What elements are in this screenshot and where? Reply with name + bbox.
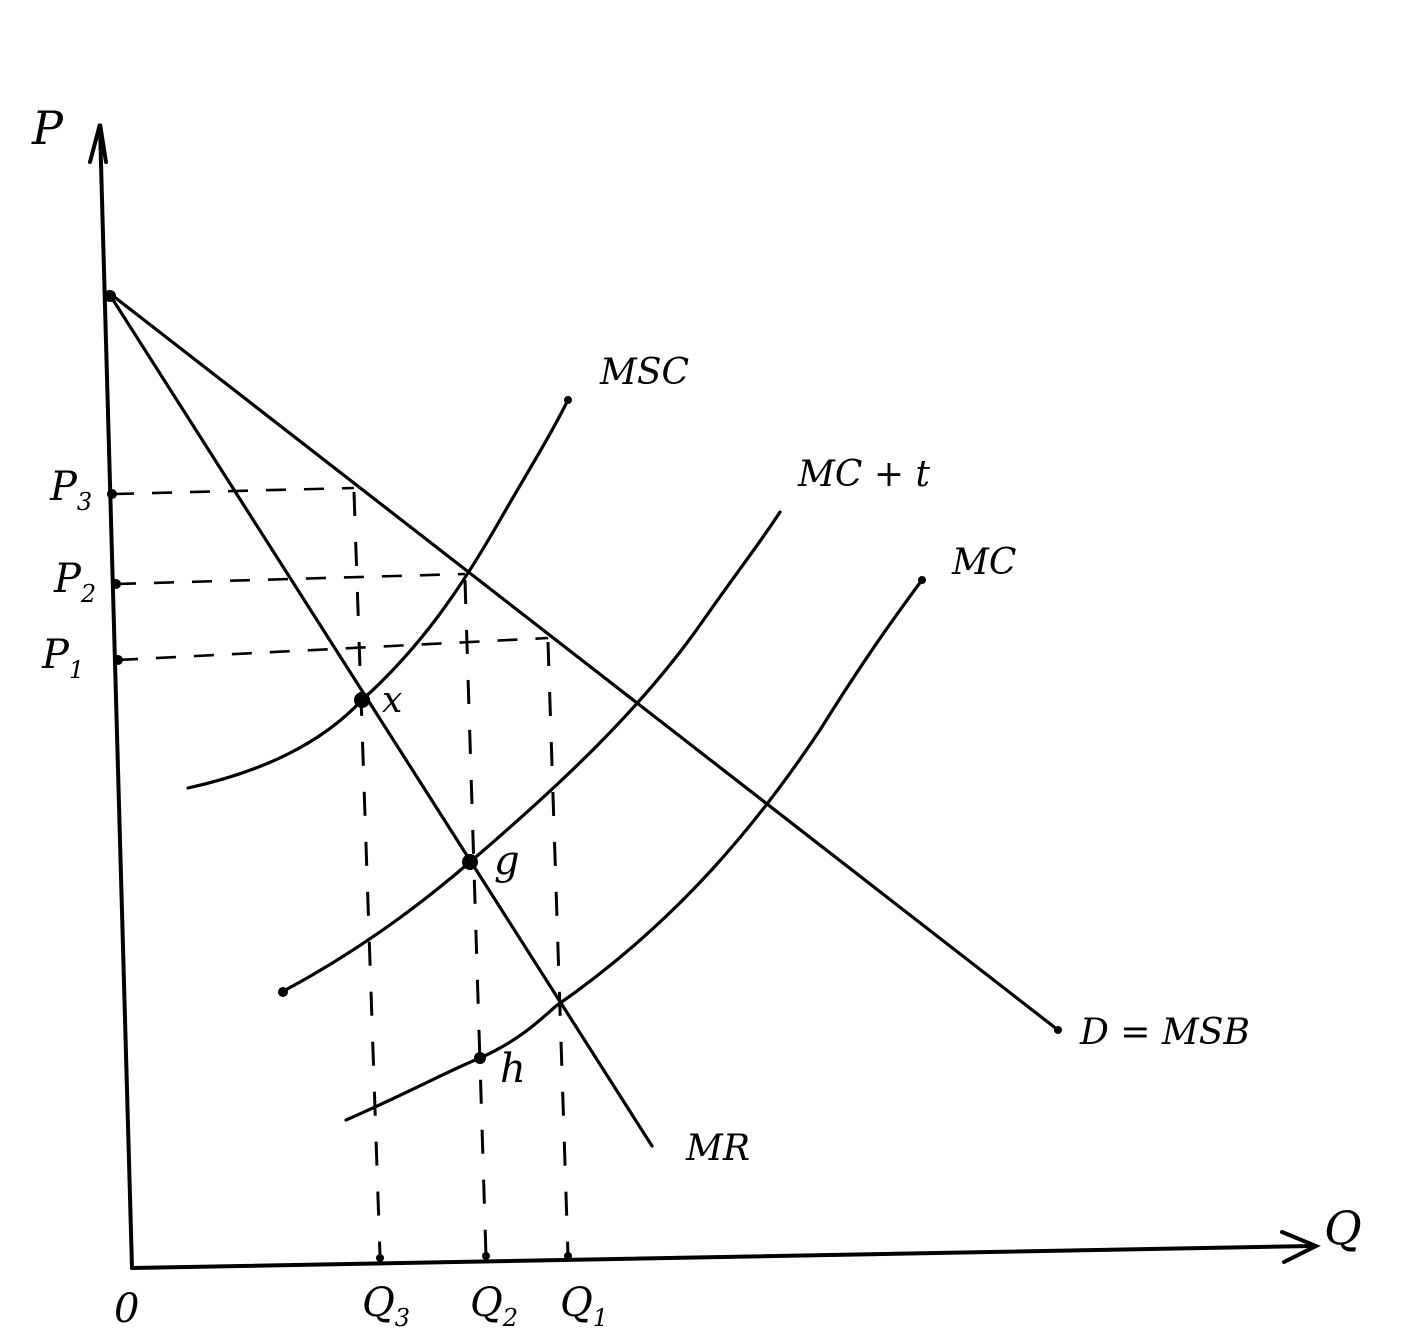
x-axis-label: Q bbox=[1324, 1201, 1362, 1255]
p1-guide-line bbox=[117, 636, 549, 662]
mc-curve-end bbox=[918, 576, 926, 584]
demand-curve-end bbox=[1054, 1026, 1062, 1034]
y-axis-arrowhead bbox=[88, 123, 108, 164]
p1-tick bbox=[113, 655, 123, 665]
p3-tick bbox=[107, 489, 117, 499]
demand-curve bbox=[106, 290, 1060, 1032]
y-axis-label: P bbox=[31, 101, 64, 155]
origin-label: 0 bbox=[114, 1286, 139, 1332]
q3-label: Q3 bbox=[362, 1280, 410, 1332]
point-g-label: g bbox=[494, 838, 520, 884]
q2-tick bbox=[482, 1252, 490, 1260]
q3-tick bbox=[376, 1254, 384, 1262]
q1-guide-line bbox=[546, 641, 570, 1257]
vertical-intercept-point bbox=[104, 290, 116, 302]
p2-tick bbox=[111, 579, 121, 589]
mc-curve bbox=[344, 578, 924, 1122]
x-axis-arrowhead bbox=[1280, 1230, 1321, 1264]
point-x bbox=[354, 692, 370, 708]
mc-plus-t-curve-start bbox=[278, 987, 288, 997]
q2-guide-line bbox=[463, 579, 488, 1257]
p1-label: P1 bbox=[41, 632, 84, 684]
q2-label: Q2 bbox=[470, 1280, 518, 1332]
point-g bbox=[462, 854, 478, 870]
y-axis bbox=[98, 126, 134, 1270]
msc-curve-end bbox=[564, 396, 572, 404]
point-h bbox=[474, 1052, 486, 1064]
mr-curve bbox=[106, 290, 654, 1148]
point-h-label: h bbox=[500, 1046, 526, 1092]
msc-curve bbox=[186, 398, 570, 790]
x-axis bbox=[130, 1244, 1314, 1270]
p3-guide-line bbox=[113, 486, 355, 496]
q1-label: Q1 bbox=[560, 1280, 608, 1332]
mc-plus-t-label: MC + t bbox=[797, 454, 930, 495]
mc-label: MC bbox=[951, 542, 1016, 583]
q3-guide-line bbox=[352, 491, 382, 1257]
msc-label: MSC bbox=[599, 352, 689, 393]
demand-label: D = MSB bbox=[1079, 1012, 1250, 1053]
mr-label: MR bbox=[685, 1128, 750, 1169]
q1-tick bbox=[564, 1252, 572, 1260]
point-x-label: x bbox=[382, 680, 402, 721]
mc-plus-t-curve bbox=[280, 510, 782, 994]
p3-label: P3 bbox=[49, 464, 92, 516]
p2-label: P2 bbox=[53, 556, 96, 608]
